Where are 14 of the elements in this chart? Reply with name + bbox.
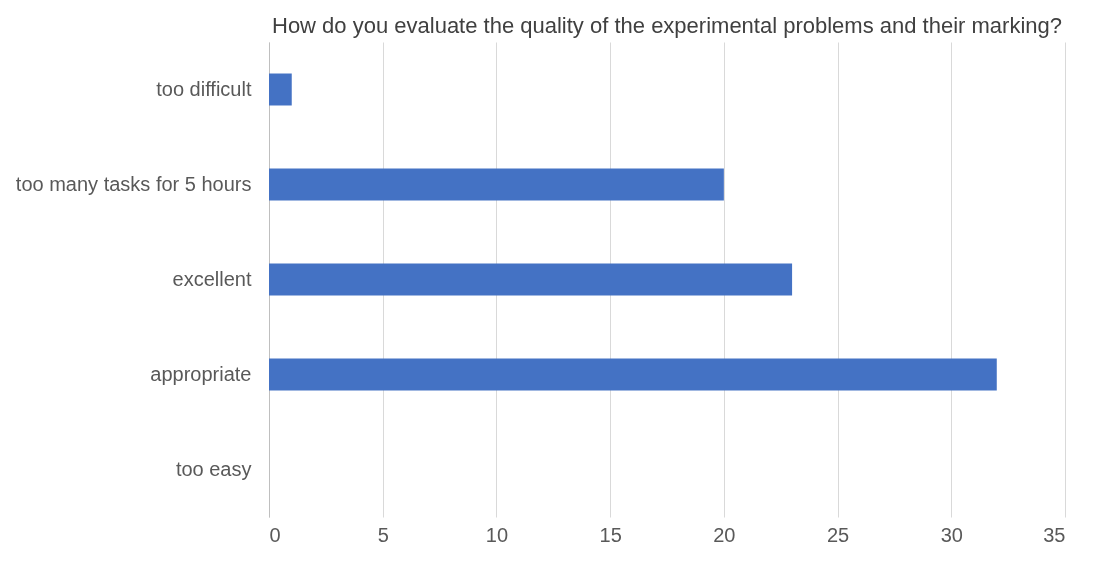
x-tick-label: 20 [713,523,736,546]
y-tick-label: too difficult [156,77,252,100]
y-tick-label: excellent [172,267,252,290]
x-tick-label: 10 [485,523,509,546]
x-tick-label: 30 [940,523,963,546]
x-tick-label: 0 [269,523,281,546]
x-tick-label: 15 [599,523,622,546]
x-tick-label: 35 [1043,523,1066,546]
x-tick-label: 25 [826,523,850,546]
y-tick-label: too easy [175,457,252,480]
y-tick-label: too many tasks for 5 hours [15,172,252,195]
y-tick-label: appropriate [150,362,252,385]
chart-title: How do you evaluate the quality of the experimental problems and their marking? [271,13,1063,38]
x-tick-label: 5 [377,523,389,546]
